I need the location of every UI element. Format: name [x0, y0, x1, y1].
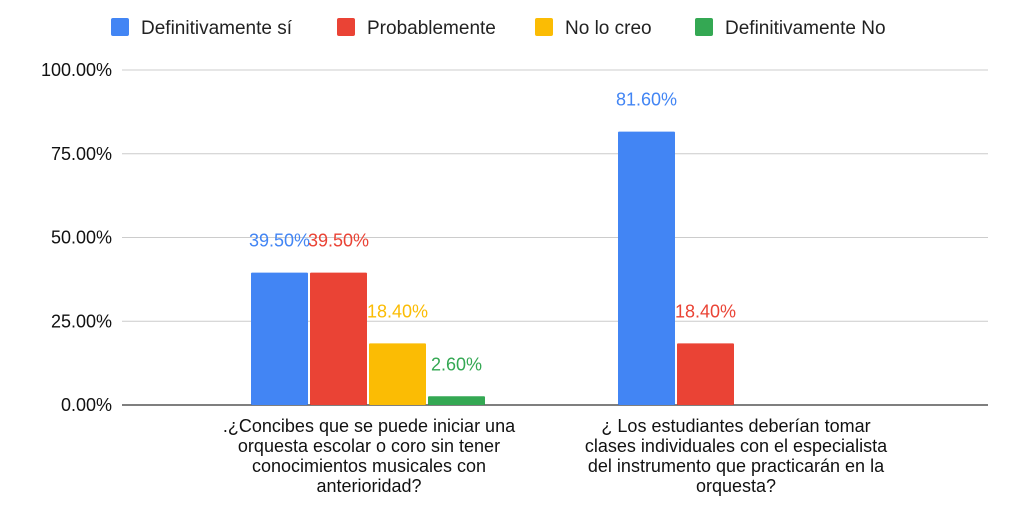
legend-label-no-lo-creo: No lo creo [565, 18, 652, 39]
legend-swatch-definitivamente-si [111, 18, 129, 36]
x-axis: .¿Concibes que se puede iniciar una orque… [223, 416, 888, 496]
legend-swatch-probablemente [337, 18, 355, 36]
y-tick-label: 100.00% [41, 60, 112, 80]
legend-item-no-lo-creo: No lo creo [535, 18, 652, 39]
bar-definitivamente-si-cat2 [618, 131, 675, 405]
chart-legend: Definitivamente sí Probablemente No lo cre… [111, 18, 886, 39]
legend-label-definitivamente-no: Definitivamente No [725, 18, 886, 39]
legend-item-probablemente: Probablemente [337, 18, 496, 39]
chart-bars [251, 131, 734, 405]
data-label-probablemente-cat1: 39.50% [308, 231, 369, 251]
legend-swatch-no-lo-creo [535, 18, 553, 36]
data-label-definitivamente-si-cat1: 39.50% [249, 231, 310, 251]
data-labels: 39.50%39.50% 18.40% 2.60% 81.60% 18.40% [249, 90, 736, 375]
bar-probablemente-cat1 [310, 272, 367, 405]
data-label-probablemente-cat2: 18.40% [675, 301, 736, 321]
y-tick-label: 0.00% [61, 395, 112, 415]
data-label-no-lo-creo-cat1: 18.40% [367, 301, 428, 321]
legend-label-probablemente: Probablemente [367, 18, 496, 39]
legend-label-definitivamente-si: Definitivamente sí [141, 18, 293, 39]
bar-probablemente-cat2 [677, 343, 734, 405]
legend-item-definitivamente-si: Definitivamente sí [111, 18, 293, 39]
y-tick-label: 75.00% [51, 144, 112, 164]
data-label-definitivamente-si-cat2: 81.60% [616, 90, 677, 110]
y-tick-label: 25.00% [51, 311, 112, 331]
bar-definitivamente-no-cat1 [428, 396, 485, 405]
x-category-label-2: ¿ Los estudiantes deberían tomar clases i… [585, 416, 888, 496]
legend-swatch-definitivamente-no [695, 18, 713, 36]
data-label-definitivamente-no-cat1: 2.60% [431, 354, 482, 374]
y-tick-label: 50.00% [51, 228, 112, 248]
bar-definitivamente-si-cat1 [251, 272, 308, 405]
x-category-label-1: .¿Concibes que se puede iniciar una orque… [223, 416, 516, 496]
legend-item-definitivamente-no: Definitivamente No [695, 18, 886, 39]
y-axis: 0.00% 25.00% 50.00% 75.00% 100.00% [41, 60, 112, 415]
bar-no-lo-creo-cat1 [369, 343, 426, 405]
